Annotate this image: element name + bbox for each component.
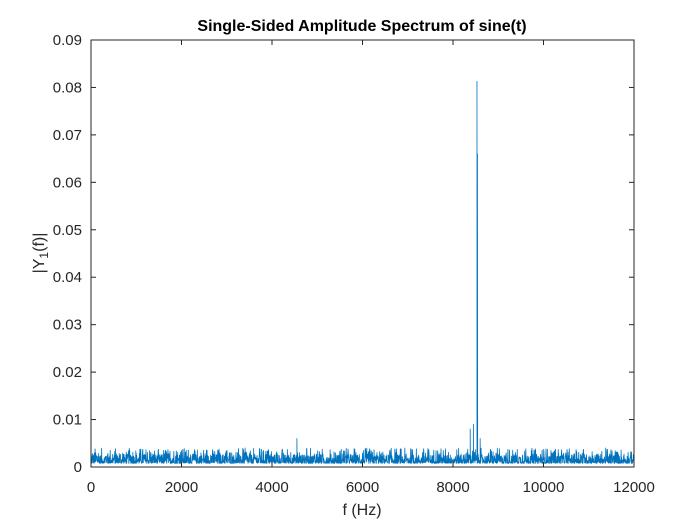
chart-title: Single-Sided Amplitude Spectrum of sine(…	[197, 18, 526, 35]
y-axis-title-prefix: |Y	[31, 258, 48, 273]
y-tick-label: 0	[74, 459, 82, 476]
y-tick-label: 0.05	[53, 222, 82, 239]
y-axis-title-subscript: 1	[37, 252, 51, 259]
x-axis: 0 2000 4000 6000 8000 10000 12000	[87, 40, 655, 496]
y-axis-title: |Y1(f)|	[31, 233, 51, 274]
x-tick-label: 2000	[165, 479, 198, 496]
x-tick-label: 12000	[613, 479, 655, 496]
y-tick-label: 0.07	[53, 127, 82, 144]
x-tick-label: 0	[87, 479, 95, 496]
y-tick-label: 0.04	[53, 269, 82, 286]
y-axis: 0 0.01 0.02 0.03 0.04 0.05 0.06 0.07 0.08 0.09	[53, 32, 634, 476]
y-tick-label: 0.08	[53, 79, 82, 96]
plot-area	[91, 40, 634, 467]
x-axis-title: f (Hz)	[342, 502, 381, 519]
x-tick-label: 8000	[436, 479, 469, 496]
y-tick-label: 0.09	[53, 32, 82, 49]
x-tick-label: 6000	[346, 479, 379, 496]
x-tick-label: 4000	[255, 479, 288, 496]
y-tick-label: 0.03	[53, 317, 82, 334]
y-tick-label: 0.01	[53, 412, 82, 429]
plot-frame	[90, 39, 635, 468]
y-tick-label: 0.02	[53, 364, 82, 381]
x-tick-label: 10000	[523, 479, 565, 496]
y-axis-title-suffix: (f)|	[31, 233, 48, 252]
y-tick-label: 0.06	[53, 174, 82, 191]
